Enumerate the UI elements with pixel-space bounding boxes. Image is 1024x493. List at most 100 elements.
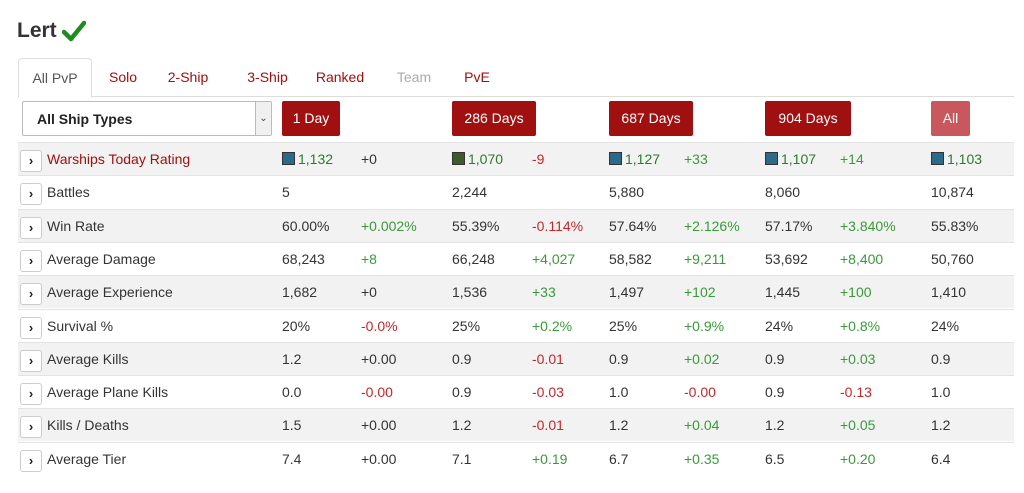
stat-value-text: 57.64% — [609, 217, 657, 234]
stat-value-text: 1.2 — [282, 350, 302, 367]
stat-value-text: 7.1 — [452, 450, 472, 467]
stat-delta: -0.0% — [361, 317, 398, 334]
stat-value: 1.2 — [931, 409, 950, 442]
tab-solo[interactable]: Solo — [108, 69, 138, 85]
stat-value: 53,692 — [765, 243, 808, 276]
stat-delta: +100 — [840, 284, 872, 301]
stat-row-average-kills: › Average Kills 1.2 +0.00 0.9 -0.01 0.9 +0.02 0.… — [18, 341, 1014, 376]
stat-delta: +2.126% — [684, 217, 740, 234]
expand-chevron-icon[interactable]: › — [20, 283, 42, 306]
stat-value: 2,244 — [452, 176, 487, 209]
stat-value-text: 10,874 — [931, 184, 974, 201]
expand-chevron-icon[interactable]: › — [20, 449, 42, 472]
stat-value-text: 58,582 — [609, 250, 652, 267]
period-button-all[interactable]: All — [931, 101, 970, 136]
expand-chevron-icon[interactable]: › — [20, 349, 42, 372]
stat-delta: +0.8% — [840, 317, 881, 334]
stat-value: 1,103 — [931, 143, 982, 176]
tab-3-ship[interactable]: 3-Ship — [247, 69, 288, 85]
stat-value: 1,070 — [452, 143, 503, 176]
stat-delta: +4,027 — [532, 250, 576, 267]
stat-delta: +0.35 — [684, 450, 720, 467]
stat-value-text: 1.0 — [931, 384, 951, 401]
stat-value-text: 1,103 — [947, 151, 983, 167]
tab-pve[interactable]: PvE — [464, 69, 490, 85]
period-button-1-day[interactable]: 1 Day — [282, 101, 340, 136]
ship-type-select[interactable]: All Ship Types ⌄ — [22, 101, 272, 136]
stat-value-text: 24% — [931, 317, 960, 334]
stat-value-text: 0.9 — [765, 384, 785, 401]
check-icon — [61, 20, 86, 42]
stat-value: 1,497 — [609, 276, 644, 309]
stat-value-text: 60.00% — [282, 217, 330, 234]
stat-value: 10,874 — [931, 176, 974, 209]
stat-delta: +0 — [361, 284, 377, 301]
period-button-286-days[interactable]: 286 Days — [452, 101, 536, 136]
stat-value: 1.5 — [282, 409, 301, 442]
stat-value: 6.7 — [609, 443, 628, 476]
stat-delta: -0.01 — [532, 350, 564, 367]
stat-value-text: 7.4 — [282, 450, 302, 467]
stat-delta: -0.00 — [684, 384, 716, 401]
stat-value: 66,248 — [452, 243, 495, 276]
stat-delta: +0.00 — [361, 450, 397, 467]
stat-value-text: 1.2 — [452, 417, 472, 434]
stat-delta: +3.840% — [840, 217, 896, 234]
stat-delta: +14 — [840, 151, 864, 167]
stat-value: 0.9 — [765, 343, 784, 376]
stat-value: 1,682 — [282, 276, 317, 309]
stat-value: 6.4 — [931, 443, 950, 476]
stat-label[interactable]: Warships Today Rating — [47, 151, 191, 167]
stat-row-kills-deaths: › Kills / Deaths 1.5 +0.00 1.2 -0.01 1.2 +0.04 1… — [18, 408, 1014, 442]
stat-delta: +0.03 — [840, 350, 876, 367]
chevron-down-icon[interactable]: ⌄ — [255, 102, 271, 135]
stat-delta: +0.002% — [361, 217, 417, 234]
stat-delta: -0.00 — [361, 384, 393, 401]
period-button-904-days[interactable]: 904 Days — [765, 101, 851, 136]
tab-all-pvp[interactable]: All PvP — [18, 58, 92, 98]
stat-row-battles: › Battles 5 2,244 5,880 8,060 10,874 — [18, 175, 1014, 208]
stat-value-text: 57.17% — [765, 217, 813, 234]
stat-delta: +0.19 — [532, 450, 568, 467]
stat-value: 1.2 — [282, 343, 301, 376]
stat-delta: +0.05 — [840, 417, 876, 434]
stat-value: 0.9 — [452, 343, 471, 376]
stat-label: Win Rate — [47, 217, 105, 234]
stat-label: Battles — [47, 184, 90, 201]
expand-chevron-icon[interactable]: › — [20, 416, 42, 439]
stat-value: 25% — [609, 310, 637, 343]
expand-chevron-icon[interactable]: › — [20, 183, 42, 206]
player-name: Lert — [17, 19, 57, 42]
stat-row-average-plane-kills: › Average Plane Kills 0.0 -0.00 0.9 -0.03 1.0 -… — [18, 375, 1014, 408]
stat-delta: +0.9% — [684, 317, 725, 334]
stat-label: Average Damage — [47, 250, 156, 267]
stat-value: 7.1 — [452, 443, 471, 476]
stat-value-text: 55.83% — [931, 217, 979, 234]
stat-value-text: 53,692 — [765, 250, 808, 267]
tab-2-ship[interactable]: 2-Ship — [167, 69, 209, 85]
expand-chevron-icon[interactable]: › — [20, 216, 42, 239]
rating-swatch-icon — [282, 152, 295, 165]
stat-value-text: 68,243 — [282, 250, 325, 267]
stat-row-average-experience: › Average Experience 1,682 +0 1,536 +33 1,497 +… — [18, 275, 1014, 309]
expand-chevron-icon[interactable]: › — [20, 316, 42, 339]
stat-value: 1,445 — [765, 276, 800, 309]
stat-value-text: 0.9 — [452, 384, 472, 401]
stat-value: 58,582 — [609, 243, 652, 276]
stat-value-text: 0.0 — [282, 384, 302, 401]
stat-label: Survival % — [47, 317, 114, 334]
expand-chevron-icon[interactable]: › — [20, 249, 42, 272]
stat-label: Kills / Deaths — [47, 417, 129, 434]
stat-delta: +0.02 — [684, 350, 720, 367]
expand-chevron-icon[interactable]: › — [20, 383, 42, 406]
stat-label: Average Experience — [47, 284, 173, 301]
stat-delta: +102 — [684, 284, 716, 301]
stat-value-text: 1,107 — [781, 151, 817, 167]
period-button-687-days[interactable]: 687 Days — [609, 101, 693, 136]
expand-chevron-icon[interactable]: › — [20, 150, 42, 172]
mode-tabs: All PvP Solo 2-Ship 3-Ship Ranked Team PvE — [18, 58, 1014, 98]
tab-ranked[interactable]: Ranked — [315, 69, 365, 85]
stat-value-text: 24% — [765, 317, 794, 334]
stat-value: 0.9 — [931, 343, 950, 376]
stat-value: 1.0 — [931, 376, 950, 409]
